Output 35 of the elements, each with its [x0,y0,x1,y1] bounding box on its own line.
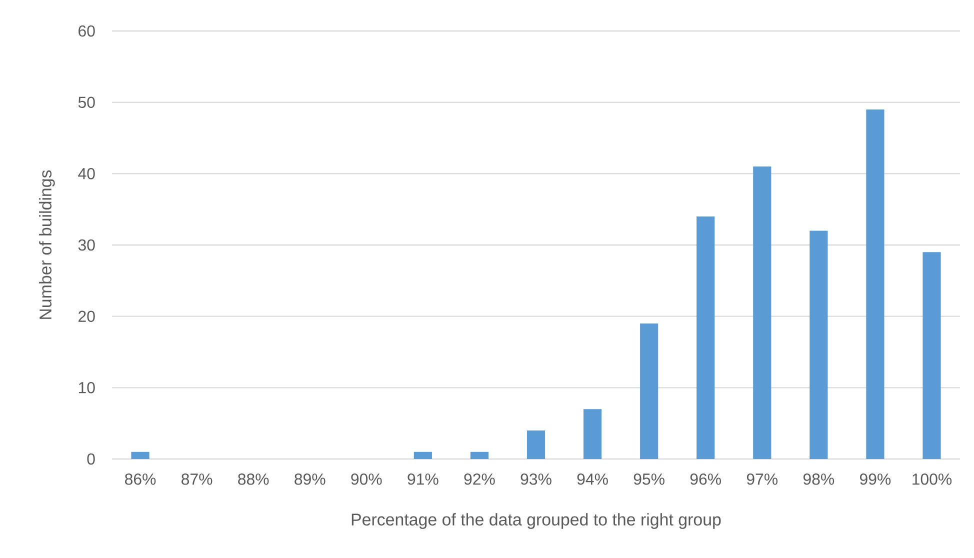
x-axis-title: Percentage of the data grouped to the right group [352,513,721,529]
x-tick-label: 87% [182,474,212,485]
y-tick-label: 60 [78,25,95,37]
x-tick-label: 99% [860,474,891,485]
bar [583,409,602,459]
bar [526,430,546,459]
bar [866,109,884,459]
x-tick-label: 94% [577,474,608,485]
bar [414,452,432,459]
y-tick-label: 40 [78,168,95,180]
bar [696,216,715,459]
x-tick-label: 88% [238,474,269,485]
x-tick-label: 86% [125,474,156,485]
y-tick-label: 0 [87,453,95,465]
x-tick-label: 91% [408,474,438,485]
y-tick-label: 50 [78,96,95,108]
x-tick-label: 90% [351,474,382,485]
x-tick-label: 92% [464,474,495,485]
y-tick-label: 30 [78,239,95,251]
bar [640,323,658,459]
x-tick-label: 89% [294,474,326,485]
x-tick-label: 93% [520,474,552,485]
bar [810,230,828,459]
x-tick-label: 98% [803,474,834,485]
y-tick-label: 10 [78,382,95,394]
x-tick-label: 97% [746,474,778,485]
y-axis-title: Number of buildings [39,170,55,319]
x-tick-label: 100% [912,474,952,485]
bar [470,452,489,459]
x-tick-label: 95% [634,474,664,485]
bar [753,166,772,459]
bar [131,452,150,459]
x-tick-label: 96% [690,474,721,485]
bar [922,252,941,459]
y-tick-label: 20 [78,310,95,322]
